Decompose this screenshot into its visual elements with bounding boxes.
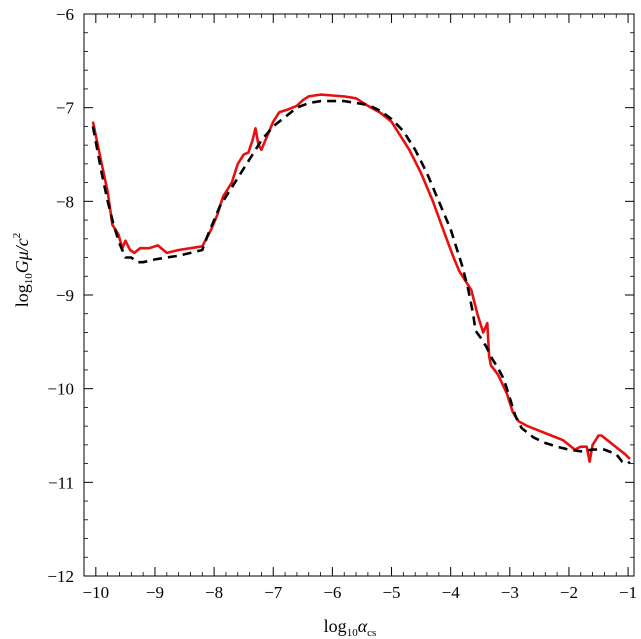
y-tick-label: −12 xyxy=(47,567,74,586)
y-axis-label: log10Gμ/c2 xyxy=(11,233,35,308)
x-tick-label: −4 xyxy=(442,583,461,602)
x-tick-label: −3 xyxy=(501,583,519,602)
series-layer xyxy=(91,93,631,465)
y-tick-label: −6 xyxy=(56,5,74,24)
x-axis-ticks: −10 −9 −8 −7 −6 −5 −4 −3 −2 −1 xyxy=(83,14,637,602)
x-tick-label: −8 xyxy=(205,583,223,602)
y-tick-label: −8 xyxy=(56,192,74,211)
series-line-2 xyxy=(91,99,631,465)
x-tick-label: −6 xyxy=(323,583,341,602)
x-tick-label: −1 xyxy=(619,583,637,602)
y-tick-label: −7 xyxy=(56,99,75,118)
plot-frame xyxy=(83,13,635,577)
x-tick-label: −2 xyxy=(560,583,578,602)
y-tick-label: −10 xyxy=(47,380,74,399)
x-tick-label: −5 xyxy=(382,583,400,602)
y-tick-label: −9 xyxy=(56,286,74,305)
plot-border xyxy=(83,13,635,577)
series-line-1 xyxy=(91,93,631,463)
x-tick-label: −10 xyxy=(83,583,110,602)
x-axis-label: log10αcs xyxy=(324,616,377,639)
x-tick-label: −9 xyxy=(146,583,164,602)
x-tick-label: −7 xyxy=(264,583,283,602)
y-axis-ticks: −12 −11 −10 −9 −8 −7 −6 xyxy=(47,5,634,586)
y-tick-label: −11 xyxy=(48,473,74,492)
